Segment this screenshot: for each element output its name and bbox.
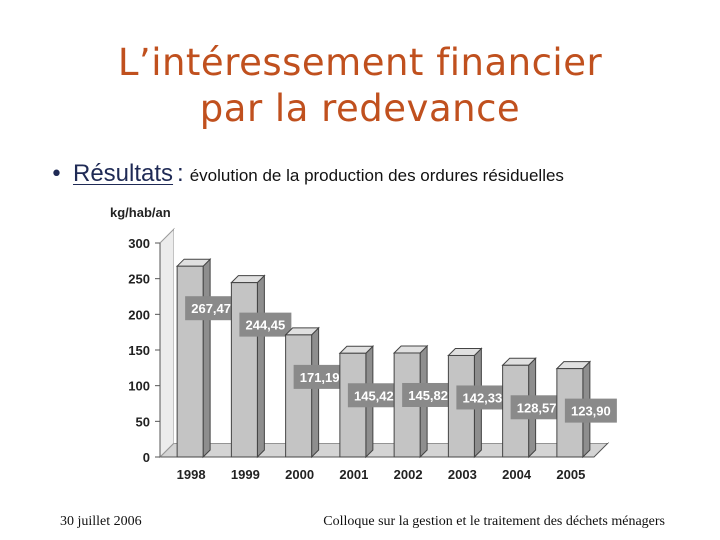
- bar-side: [256, 274, 265, 459]
- value-label: 267,47: [191, 301, 231, 316]
- value-label-box: [402, 382, 455, 407]
- bullet-dot-icon: •: [50, 162, 63, 187]
- y-tick-label: 150: [128, 343, 150, 358]
- bullet-heading: Résultats: [72, 160, 174, 187]
- y-tick-label: 100: [128, 379, 150, 394]
- bullet-results: • Résultats: évolution de la production de…: [50, 160, 710, 188]
- footer-date: 30 juillet 2006: [60, 514, 142, 529]
- value-label-box: [510, 395, 563, 420]
- value-label: 145,82: [408, 388, 448, 403]
- bar-side: [202, 257, 211, 459]
- value-label: 123,90: [571, 404, 611, 419]
- bar-front: [285, 334, 313, 458]
- slide-title: L’intéressement financier par la redevan…: [0, 40, 720, 132]
- value-label: 128,57: [517, 400, 557, 415]
- bar-front: [230, 282, 258, 458]
- bar-1998: [175, 257, 212, 459]
- bar-side: [311, 326, 320, 459]
- x-tick-label: 2002: [394, 467, 423, 482]
- chart-side-wall: [159, 227, 175, 459]
- y-tick-label: 50: [136, 414, 150, 429]
- y-axis-label: kg/hab/an: [110, 205, 171, 220]
- x-tick-label: 2000: [285, 467, 314, 482]
- value-label: 145,42: [354, 388, 394, 403]
- title-line-1: L’intéressement financier: [117, 41, 603, 84]
- bar-2000: [284, 326, 320, 459]
- x-tick-label: 2004: [502, 467, 532, 482]
- x-tick-label: 2005: [556, 467, 585, 482]
- bar-1999: [230, 274, 266, 459]
- bullet-description: évolution de la production des ordures r…: [189, 166, 564, 185]
- y-tick-label: 300: [128, 236, 150, 251]
- y-tick-label: 200: [128, 307, 150, 322]
- x-tick-label: 1999: [231, 467, 260, 482]
- value-label-box: [239, 312, 292, 337]
- chart-floor: [158, 442, 610, 458]
- value-label-box: [185, 296, 238, 321]
- value-label-box: [347, 383, 400, 408]
- value-label: 142,33: [462, 390, 502, 405]
- value-label: 171,19: [300, 370, 340, 385]
- bar-front: [176, 265, 204, 458]
- value-label-box: [456, 385, 509, 410]
- y-tick-label: 0: [143, 450, 150, 465]
- title-line-2: par la redevance: [199, 87, 521, 130]
- bullet-colon: :: [177, 160, 184, 187]
- value-label-box: [564, 398, 617, 423]
- value-label-box: [293, 364, 346, 389]
- value-label: 244,45: [245, 318, 285, 333]
- footer-event: Colloque sur la gestion et le traitement…: [323, 514, 665, 529]
- x-tick-label: 1998: [177, 467, 206, 482]
- y-tick-label: 250: [128, 272, 150, 287]
- x-tick-label: 2003: [448, 467, 477, 482]
- x-tick-label: 2001: [339, 467, 368, 482]
